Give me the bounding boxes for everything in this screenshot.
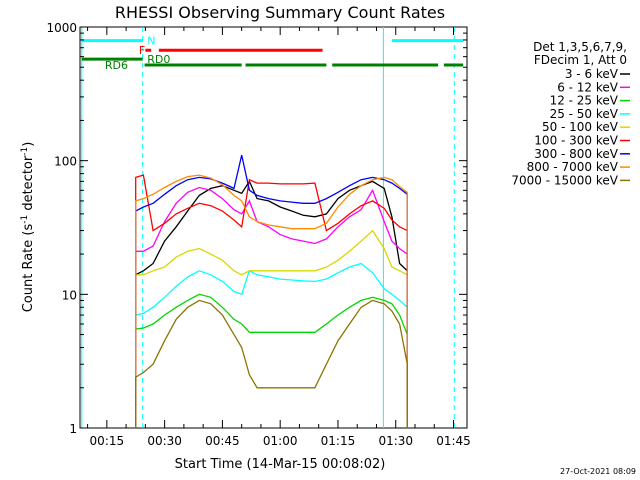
legend-label: 50 - 100 keV [542, 120, 619, 134]
legend-label: 6 - 12 keV [557, 80, 619, 94]
y-axis-ticks: 1 10 100 1000 [46, 21, 467, 436]
date-stamp: 27-Oct-2021 08:09 [560, 467, 636, 476]
y-axis-label-sup: -1 [20, 215, 30, 224]
series-line [135, 174, 408, 429]
series-line [135, 229, 408, 429]
vertical-markers [81, 27, 455, 428]
x-axis-label: Start Time (14-Mar-15 00:08:02) [175, 457, 386, 472]
legend-label: 3 - 6 keV [565, 67, 619, 81]
legend-label: 12 - 25 keV [550, 94, 619, 108]
y-tick-label: 1 [69, 422, 77, 436]
legend-header-line: FDecim 1, Att 0 [534, 53, 627, 67]
series-line [135, 180, 408, 429]
chart-title: RHESSI Observing Summary Count Rates [115, 3, 445, 22]
x-tick-label: 00:45 [205, 434, 240, 448]
x-tick-label: 00:15 [90, 434, 125, 448]
y-axis-label-part: Count Rate (s [21, 224, 36, 313]
y-axis-label-sup: -1 [20, 147, 30, 156]
annotation-label: N [147, 35, 155, 48]
axes [79, 26, 468, 429]
legend-header-line: Det 1,3,5,6,7,9, [533, 40, 627, 54]
y-tick-label: 10 [62, 288, 77, 302]
annotation-label: RD0 [147, 53, 170, 66]
annotation-label: RD6 [105, 59, 128, 72]
y-axis-label: Count Rate (s-1 detector-1) [20, 142, 36, 313]
x-tick-label: 01:15 [321, 434, 356, 448]
annotation-label: F [139, 44, 145, 57]
series-line [135, 186, 408, 429]
legend-label: 7000 - 15000 keV [511, 173, 618, 187]
series-line [135, 154, 408, 429]
x-axis-ticks: 00:15 00:30 00:45 01:00 01:15 01:30 01:45 [87, 27, 471, 448]
series-line [135, 293, 408, 429]
x-tick-label: 01:00 [263, 434, 298, 448]
x-tick-label: 00:30 [147, 434, 182, 448]
legend-label: 100 - 300 keV [534, 134, 618, 148]
legend: Det 1,3,5,6,7,9, FDecim 1, Att 0 3 - 6 k… [511, 40, 630, 187]
series-lines [135, 154, 408, 429]
series-line [135, 262, 408, 429]
legend-label: 25 - 50 keV [550, 107, 619, 121]
y-tick-label: 1000 [46, 21, 77, 35]
series-line [135, 174, 408, 429]
legend-label: 300 - 800 keV [534, 147, 618, 161]
y-tick-label: 100 [54, 155, 77, 169]
y-axis-label-part: detector [21, 155, 36, 215]
x-tick-label: 01:45 [436, 434, 471, 448]
x-tick-label: 01:30 [378, 434, 413, 448]
y-axis-label-part: ) [21, 142, 36, 147]
series-line [135, 299, 408, 429]
plot-frame [79, 26, 468, 429]
legend-label: 800 - 7000 keV [527, 160, 619, 174]
